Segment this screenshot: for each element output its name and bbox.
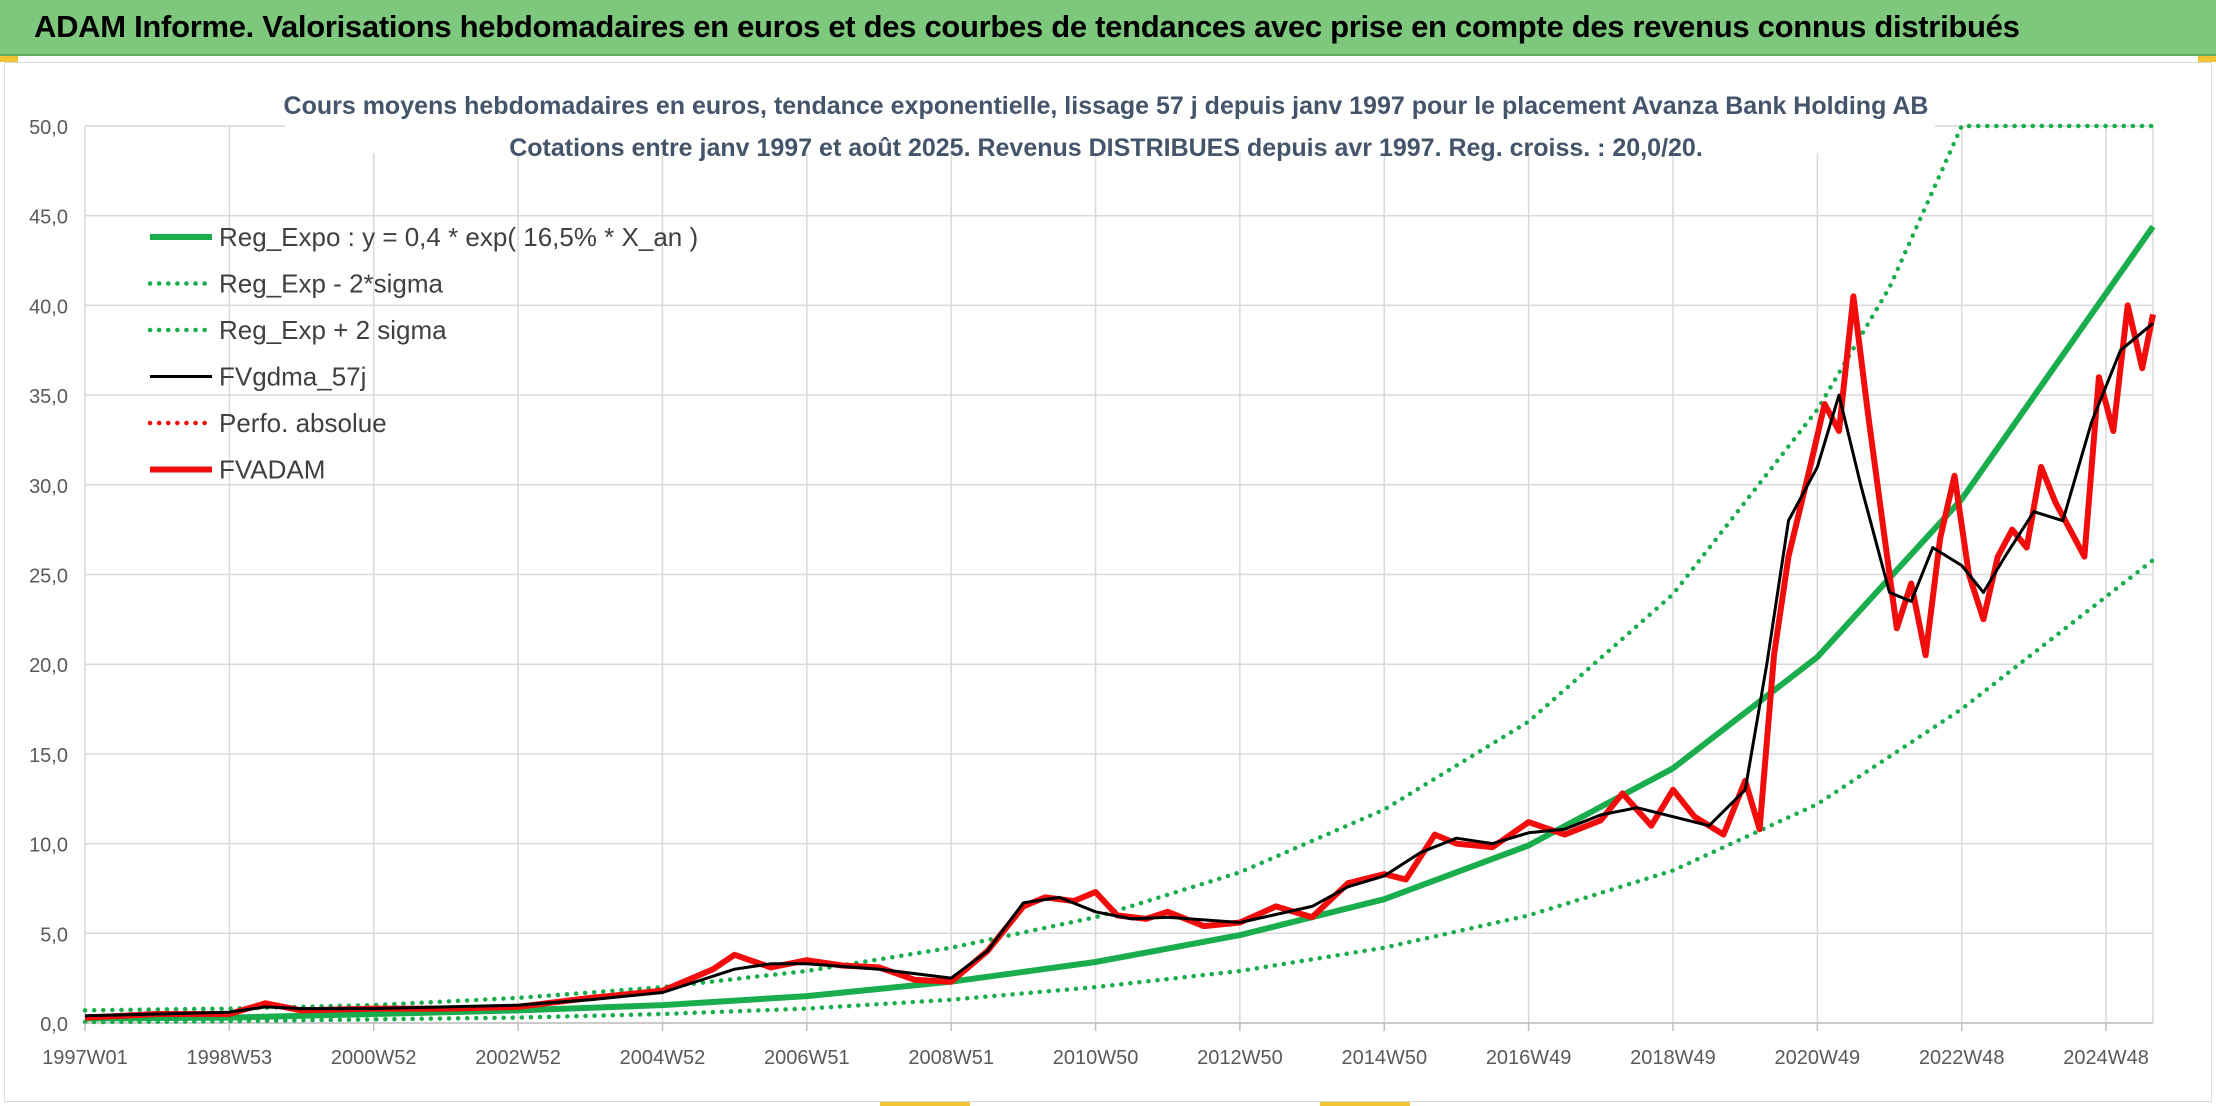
- x-tick-label: 2002W52: [475, 1047, 561, 1069]
- series-lines: [82, 123, 2156, 1025]
- legend-label: FVADAM: [219, 455, 325, 485]
- legend-label: Reg_Exp + 2 sigma: [219, 315, 447, 345]
- series-line-reg-exp-2-sigma: [82, 123, 2156, 1013]
- y-tick-label: 25,0: [29, 566, 68, 588]
- legend-label: Perfo. absolue: [219, 408, 387, 438]
- bottom-accent-2: [1320, 1102, 1410, 1106]
- legend-label: Reg_Expo : y = 0,4 * exp( 16,5% * X_an ): [219, 222, 698, 252]
- title-backdrop: [285, 65, 1935, 153]
- report-header: ADAM Informe. Valorisations hebdomadaire…: [0, 0, 2216, 56]
- x-tick-label: 2000W52: [331, 1047, 417, 1069]
- y-tick-label: 40,0: [29, 296, 68, 318]
- x-tick-label: 1998W53: [187, 1047, 273, 1069]
- y-tick-label: 10,0: [29, 835, 68, 857]
- y-tick-label: 45,0: [29, 207, 68, 229]
- y-tick-label: 15,0: [29, 745, 68, 767]
- legend: Reg_Expo : y = 0,4 * exp( 16,5% * X_an )…: [147, 222, 698, 485]
- x-tick-label: 2010W50: [1053, 1047, 1139, 1069]
- series-line-fvadam: [84, 293, 2156, 1021]
- series-line-reg-expo-y-0-4-exp-16-5-x-an: [84, 224, 2156, 1022]
- y-tick-label: 35,0: [29, 386, 68, 408]
- x-tick-label: 2024W48: [2063, 1047, 2149, 1069]
- chart-frame: 0,0 5,0 10,0 15,0 20,0 25,0 30,0 35,0 40,0 45,0 50…: [4, 62, 2212, 1102]
- x-tick-label: 1997W01: [42, 1047, 128, 1069]
- left-corner-accent: [0, 56, 18, 62]
- y-tick-label: 50,0: [29, 117, 68, 139]
- x-tick-label: 2014W50: [1341, 1047, 1427, 1069]
- x-tick-label: 2020W49: [1775, 1047, 1861, 1069]
- legend-label: Reg_Exp - 2*sigma: [219, 269, 444, 299]
- series-line-reg-exp-2-sigma: [82, 557, 2156, 1025]
- y-tick-label: 30,0: [29, 476, 68, 498]
- chart-title-line1: Cours moyens hebdomadaires en euros, ten…: [284, 92, 1929, 120]
- chart-svg: 0,0 5,0 10,0 15,0 20,0 25,0 30,0 35,0 40,0 45,0 50…: [29, 65, 2156, 1069]
- right-corner-accent: [2198, 56, 2216, 62]
- axis-labels: 0,0 5,0 10,0 15,0 20,0 25,0 30,0 35,0 40,0 45,0 50…: [29, 117, 2149, 1069]
- bottom-accent-1: [880, 1102, 970, 1106]
- y-tick-label: 0,0: [40, 1014, 68, 1036]
- x-tick-label: 2008W51: [908, 1047, 994, 1069]
- legend-label: FVgdma_57j: [219, 362, 366, 392]
- report-title: ADAM Informe. Valorisations hebdomadaire…: [34, 9, 2020, 44]
- series-line-fvgdma-57j: [84, 322, 2154, 1018]
- y-tick-label: 20,0: [29, 655, 68, 677]
- chart-titles: Cours moyens hebdomadaires en euros, ten…: [284, 65, 1935, 162]
- x-tick-label: 2012W50: [1197, 1047, 1283, 1069]
- x-tick-label: 2022W48: [1919, 1047, 2005, 1069]
- x-tick-label: 2006W51: [764, 1047, 850, 1069]
- y-tick-label: 5,0: [40, 924, 68, 946]
- x-tick-label: 2018W49: [1630, 1047, 1716, 1069]
- chart-title-line2: Cotations entre janv 1997 et août 2025. …: [509, 134, 1703, 162]
- x-tick-label: 2016W49: [1486, 1047, 1572, 1069]
- gridlines: [84, 125, 2154, 1024]
- x-tick-label: 2004W52: [620, 1047, 706, 1069]
